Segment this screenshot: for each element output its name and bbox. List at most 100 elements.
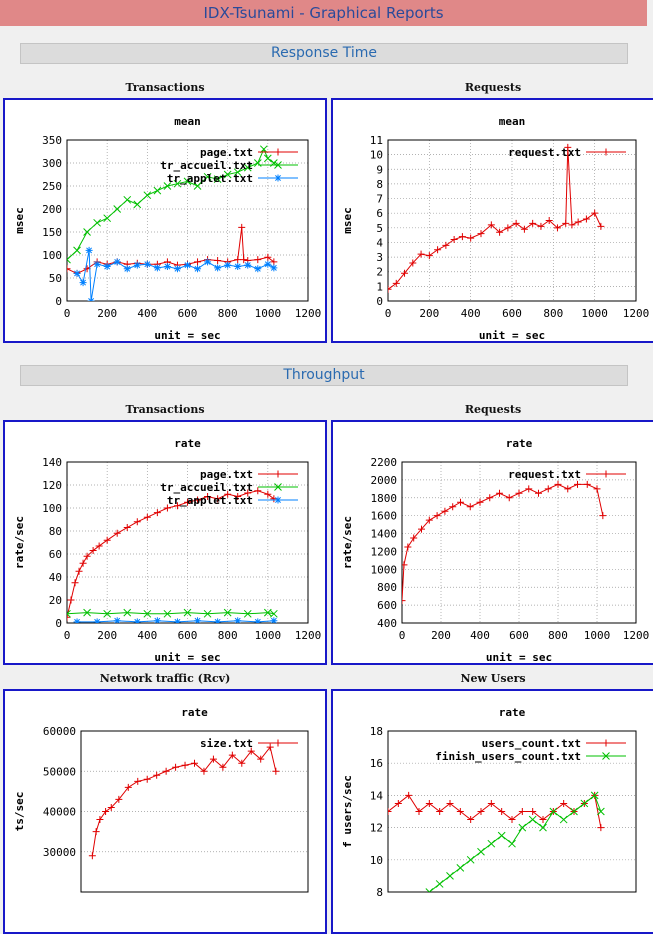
data-point	[477, 230, 485, 238]
y-axis-label: msec	[13, 207, 26, 234]
data-point	[83, 608, 91, 617]
x-tick-label: 800	[218, 629, 238, 642]
y-tick-label: 10	[370, 149, 383, 162]
data-point	[270, 609, 278, 618]
data-point	[486, 494, 494, 502]
y-tick-label: 6	[376, 207, 383, 220]
data-point	[529, 219, 537, 227]
legend-label: request.txt	[508, 146, 581, 159]
data-point	[247, 747, 255, 755]
data-point	[123, 608, 132, 617]
data-point	[71, 579, 79, 587]
data-point	[96, 816, 104, 824]
data-point	[203, 609, 212, 618]
data-point	[264, 260, 272, 268]
legend-label: size.txt	[200, 737, 253, 750]
y-tick-label: 100	[42, 249, 62, 262]
data-point	[525, 485, 533, 493]
data-point	[564, 143, 572, 151]
data-point	[153, 186, 162, 195]
data-point	[113, 617, 121, 623]
data-point	[574, 218, 582, 226]
data-point	[272, 767, 280, 775]
data-point	[194, 258, 202, 266]
y-tick-label: 150	[42, 226, 62, 239]
y-tick-label: 40	[49, 571, 62, 584]
chart-panel-resp-requests: mean 0 1 2 3 4 5 6 7 8 9 10 11 0 200 400 600 800 1000 1200 u…	[331, 98, 653, 343]
data-point	[184, 498, 191, 506]
data-point	[415, 808, 423, 815]
y-tick-label: 100	[42, 502, 62, 515]
x-tick-label: 800	[543, 307, 563, 320]
series-group	[88, 743, 280, 860]
chart-title: rate	[506, 437, 533, 450]
data-point	[591, 209, 599, 217]
chart-panel-thr-requests: rate 400 600 800 1000 1200 1400 1600 1800 2000 220…	[331, 420, 653, 665]
data-point	[103, 536, 111, 544]
x-tick-label: 600	[178, 307, 198, 320]
data-point	[173, 502, 181, 510]
data-point	[467, 816, 475, 824]
y-tick-label: 250	[42, 180, 62, 193]
data-point	[115, 795, 123, 803]
data-point	[487, 839, 496, 848]
chart-title: rate	[181, 706, 208, 719]
y-tick-label: 50000	[43, 765, 76, 778]
series-line	[388, 794, 602, 828]
data-point	[194, 265, 202, 273]
data-point	[599, 512, 607, 520]
data-point	[254, 618, 262, 623]
app-title: IDX-Tsunami - Graphical Reports	[203, 4, 444, 22]
data-point	[234, 263, 242, 270]
data-point	[163, 182, 172, 190]
chart-thr-requests: rate400600800100012001400160018002000220…	[341, 437, 649, 663]
data-point	[234, 493, 242, 500]
data-point	[224, 261, 232, 269]
y-tick-label: 350	[42, 134, 62, 147]
chart-title: rate	[174, 437, 201, 450]
data-point	[123, 265, 131, 273]
data-point	[266, 743, 274, 751]
section-response-time: Response Time	[20, 43, 628, 64]
panel-title-new-users: New Users	[460, 672, 526, 685]
y-tick-label: 12	[370, 822, 383, 835]
data-point	[204, 258, 212, 266]
series-group	[388, 791, 605, 892]
data-point	[520, 225, 528, 233]
data-point	[446, 799, 454, 807]
x-tick-label: 400	[137, 629, 157, 642]
panel-title-thr-requests: Requests	[464, 403, 522, 416]
data-point	[173, 618, 181, 623]
data-point	[153, 264, 161, 272]
data-point	[102, 808, 110, 815]
data-point	[425, 799, 433, 807]
y-tick-label: 5	[376, 222, 383, 235]
data-point	[134, 777, 142, 785]
y-tick-label: 80	[49, 525, 62, 538]
chart-title: mean	[174, 115, 201, 128]
data-point	[535, 489, 542, 497]
y-axis-label: rate/sec	[13, 516, 26, 569]
data-point	[425, 516, 433, 524]
data-point	[133, 618, 141, 623]
data-point	[537, 222, 545, 230]
data-point	[435, 880, 444, 888]
data-point	[528, 815, 537, 824]
data-point	[163, 504, 171, 512]
y-tick-label: 0	[55, 295, 62, 308]
y-tick-label: 400	[377, 617, 397, 630]
data-point	[441, 507, 449, 515]
y-tick-label: 3	[376, 251, 383, 264]
data-point	[402, 561, 408, 569]
section-title: Throughput	[283, 367, 365, 383]
data-point	[597, 222, 605, 230]
legend-label: tr_applet.txt	[167, 494, 253, 507]
legend-label: tr_accueil.txt	[160, 159, 253, 172]
y-tick-label: 4	[376, 236, 383, 249]
x-tick-label: 1000	[255, 629, 282, 642]
data-point	[223, 170, 232, 179]
data-point	[568, 221, 576, 229]
data-point	[200, 767, 208, 775]
x-tick-label: 200	[97, 629, 117, 642]
data-point	[467, 234, 475, 242]
